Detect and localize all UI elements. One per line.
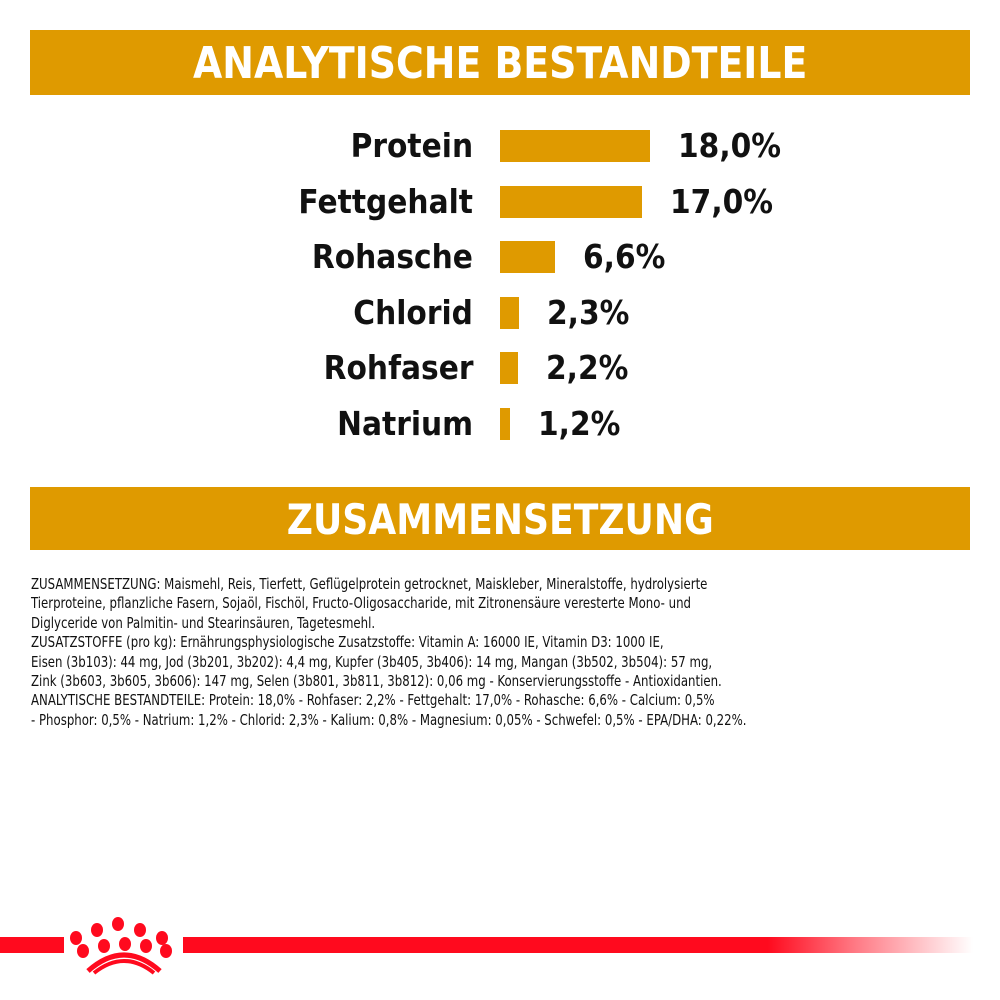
composition-line: ZUSATZSTOFFE (pro kg): Ernährungsphysiol…: [31, 633, 664, 652]
nutrient-bar: [500, 352, 518, 384]
nutrient-bar: [500, 296, 519, 329]
nutrient-bar: [500, 241, 555, 273]
nutrient-value: 18,0%: [678, 126, 782, 165]
analytical-constituents-title: ANALYTISCHE BESTANDTEILE: [192, 38, 808, 89]
nutrient-label: Rohasche: [311, 237, 473, 276]
nutrient-row: Chlorid 2,3%: [0, 293, 1000, 332]
nutrient-bar: [500, 407, 510, 440]
analytical-constituents-header: ANALYTISCHE BESTANDTEILE: [30, 30, 970, 95]
composition-line: Eisen (3b103): 44 mg, Jod (3b201, 3b202)…: [31, 652, 713, 671]
nutrient-label: Chlorid: [353, 292, 473, 332]
composition-header: ZUSAMMENSETZUNG: [30, 487, 970, 550]
nutrient-value: 1,2%: [538, 403, 621, 443]
nutrient-value: 2,2%: [546, 348, 629, 387]
nutrient-row: Protein 18,0%: [0, 126, 1000, 165]
nutrient-value: 2,3%: [547, 292, 630, 332]
brand-line-right: [183, 937, 973, 953]
crown-icon: [70, 917, 172, 975]
composition-title: ZUSAMMENSETZUNG: [286, 495, 714, 544]
composition-line: Diglyceride von Palmitin- und Stearinsäu…: [31, 613, 376, 632]
nutrient-row: Rohfaser 2,2%: [0, 348, 1000, 387]
nutrient-label: Natrium: [336, 403, 473, 443]
nutrient-label: Fettgehalt: [298, 181, 473, 221]
nutrient-label: Rohfaser: [323, 348, 473, 387]
nutrient-label: Protein: [350, 126, 473, 165]
composition-line: ZUSAMMENSETZUNG: Maismehl, Reis, Tierfet…: [31, 575, 708, 593]
nutrient-row: Natrium 1,2%: [0, 404, 1000, 443]
nutrient-row: Fettgehalt 17,0%: [0, 182, 1000, 221]
nutrient-value: 17,0%: [670, 181, 774, 221]
brand-line-left: [0, 937, 64, 953]
nutrient-bar: [500, 185, 642, 218]
nutrient-row: Rohasche 6,6%: [0, 237, 1000, 276]
composition-line: Tierproteine, pflanzliche Fasern, Sojaöl…: [31, 594, 692, 613]
composition-line: - Phosphor: 0,5% - Natrium: 1,2% - Chlor…: [31, 710, 747, 729]
nutrient-bar: [500, 130, 650, 162]
composition-line: ANALYTISCHE BESTANDTEILE: Protein: 18,0%…: [31, 691, 715, 710]
nutrient-value: 6,6%: [583, 237, 666, 276]
composition-text: ZUSAMMENSETZUNG: Maismehl, Reis, Tierfet…: [31, 575, 981, 730]
composition-line: Zink (3b603, 3b605, 3b606): 147 mg, Sele…: [31, 672, 722, 691]
